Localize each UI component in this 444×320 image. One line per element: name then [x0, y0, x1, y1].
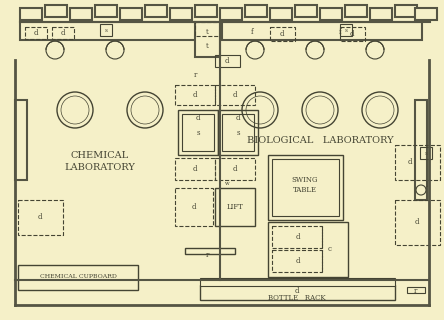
Bar [20, 8, 42, 20]
Text: t: t [206, 28, 208, 36]
Text: d: d [295, 287, 299, 295]
Text: d: d [225, 57, 229, 65]
Bar [340, 27, 365, 41]
Bar [395, 5, 417, 17]
Bar [95, 5, 117, 17]
Bar [170, 8, 192, 20]
Text: w: w [225, 180, 230, 186]
Bar [420, 147, 432, 159]
Text: s: s [105, 28, 107, 33]
Bar [52, 27, 74, 39]
Bar [320, 8, 342, 20]
Bar [395, 200, 440, 245]
Bar [272, 226, 322, 248]
Text: s: s [424, 150, 428, 156]
Bar [395, 145, 440, 180]
Text: d: d [236, 114, 240, 122]
Bar [15, 100, 27, 180]
Text: r: r [205, 251, 209, 259]
Bar [200, 278, 395, 286]
Text: d: d [408, 158, 412, 166]
Bar [195, 22, 220, 57]
Bar [268, 222, 348, 277]
Text: d: d [34, 29, 38, 37]
Bar [295, 5, 317, 17]
Text: d: d [61, 29, 65, 37]
Text: d: d [193, 165, 197, 173]
Text: CHEMICAL: CHEMICAL [71, 150, 129, 159]
Bar [222, 22, 422, 40]
Text: d: d [196, 114, 200, 122]
Text: d: d [233, 165, 237, 173]
Text: BIOLOGICAL   LABORATORY: BIOLOGICAL LABORATORY [247, 135, 393, 145]
Bar [18, 265, 138, 290]
Text: l: l [426, 181, 428, 189]
Bar [25, 27, 47, 39]
Bar [18, 200, 63, 235]
Text: r: r [193, 71, 197, 79]
Bar [272, 159, 339, 216]
Text: f: f [251, 28, 254, 36]
Text: c: c [328, 245, 332, 253]
Bar [215, 158, 255, 180]
Text: TABLE: TABLE [293, 186, 317, 194]
Bar [215, 85, 255, 105]
Text: d: d [192, 203, 196, 211]
Text: LIFT: LIFT [226, 203, 243, 211]
Bar [270, 8, 292, 20]
Text: d: d [233, 91, 237, 99]
Bar [185, 248, 235, 254]
Text: f: f [339, 28, 341, 36]
Bar [200, 285, 395, 300]
Bar [268, 155, 343, 220]
Text: s: s [236, 129, 240, 137]
Text: s: s [345, 28, 348, 33]
Text: d: d [280, 30, 284, 38]
Bar [70, 8, 92, 20]
Bar [120, 8, 142, 20]
Text: SWING: SWING [292, 176, 318, 184]
Bar [182, 114, 214, 151]
Bar [195, 22, 220, 36]
Bar [45, 5, 67, 17]
Bar [272, 250, 322, 272]
Text: d: d [296, 257, 300, 265]
Bar [270, 27, 295, 41]
Bar [220, 8, 242, 20]
Bar [215, 188, 255, 226]
Bar [218, 110, 258, 155]
Bar [345, 5, 367, 17]
Text: d: d [350, 30, 354, 38]
Text: LABORATORY: LABORATORY [64, 163, 135, 172]
Bar [407, 287, 425, 293]
Bar [340, 24, 352, 36]
Bar [175, 85, 215, 105]
Bar [175, 188, 213, 226]
Bar [145, 5, 167, 17]
Bar [215, 55, 240, 67]
Bar [175, 158, 215, 180]
Bar [100, 24, 112, 36]
Text: s: s [196, 129, 200, 137]
Text: d: d [38, 213, 42, 221]
Bar [415, 100, 427, 200]
Bar [415, 8, 437, 20]
Bar [370, 8, 392, 20]
Bar [178, 110, 218, 155]
Text: r: r [413, 287, 416, 295]
Text: t: t [206, 42, 208, 50]
Text: d: d [193, 91, 197, 99]
Text: CHEMICAL CUPBOARD: CHEMICAL CUPBOARD [40, 275, 116, 279]
Bar [195, 5, 217, 17]
Bar [245, 5, 267, 17]
Bar [20, 22, 215, 40]
Text: d: d [415, 218, 419, 226]
Bar [222, 114, 254, 151]
Text: BOTTLE   RACK: BOTTLE RACK [268, 294, 326, 302]
Text: d: d [296, 233, 300, 241]
